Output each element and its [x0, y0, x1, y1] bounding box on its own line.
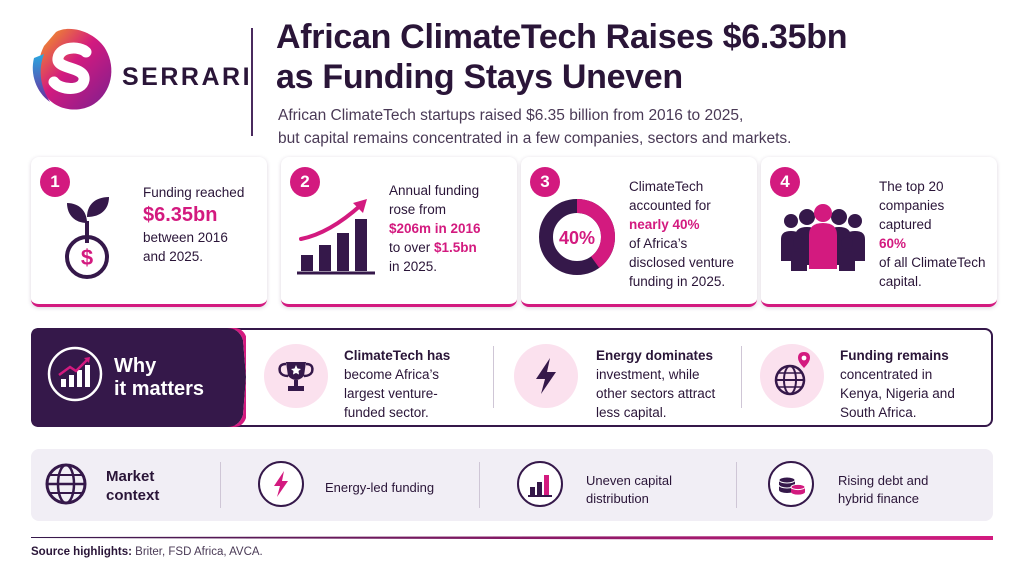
card-2-text: Annual funding rose from $206m in 2016 t… — [389, 181, 481, 276]
donut-label: 40% — [559, 228, 595, 248]
card-4-line: The top 20 — [879, 179, 944, 194]
card-4-line: companies — [879, 198, 945, 213]
why-item-line: concentrated in — [840, 367, 933, 382]
card-2-highlight: $206m in 2016 — [389, 221, 481, 236]
why-title-line: Why — [114, 355, 157, 377]
lightning-icon — [258, 461, 304, 507]
market-item-3: Rising debt and hybrid finance — [838, 472, 928, 508]
card-2-line: to over $1.5bn — [389, 238, 481, 257]
why-item-heading: ClimateTech has — [344, 348, 451, 363]
serrari-logo — [26, 18, 118, 118]
source-text: Briter, FSD Africa, AVCA. — [135, 546, 263, 558]
market-item-line: Rising debt and — [838, 473, 929, 488]
card-1-line: and 2025. — [143, 249, 204, 264]
divider — [479, 462, 480, 508]
page-title: African ClimateTech Raises $6.35bn as Fu… — [276, 17, 847, 97]
card-2-highlight: $1.5bn — [434, 240, 477, 255]
stat-card-2: 2 Annual funding rose from $206m in 2016… — [281, 157, 517, 307]
market-item-line: hybrid finance — [838, 491, 919, 506]
why-item-heading: Energy dominates — [596, 348, 714, 363]
card-2-prefix: to over — [389, 240, 435, 255]
growth-bar-chart-icon — [295, 193, 385, 284]
card-4-highlight: 60% — [879, 236, 907, 251]
card-1-line: Funding reached — [143, 185, 245, 200]
card-3-line: disclosed venture — [629, 255, 735, 270]
card-number-badge: 3 — [530, 167, 560, 197]
lightning-icon — [514, 344, 578, 408]
card-number-badge: 4 — [770, 167, 800, 197]
card-3-line: of Africa’s — [629, 236, 688, 251]
coins-icon — [768, 461, 814, 507]
globe-pin-icon — [760, 344, 824, 408]
card-1-text: Funding reached $6.35bn between 2016 and… — [143, 183, 244, 266]
card-2-line: rose from — [389, 202, 447, 217]
divider — [493, 346, 494, 408]
why-it-matters-banner — [31, 328, 246, 427]
why-item-heading: Funding remains — [840, 348, 949, 363]
card-3-line: accounted for — [629, 198, 711, 213]
card-3-line: ClimateTech — [629, 179, 704, 194]
why-item-line: Kenya, Nigeria and — [840, 386, 955, 401]
market-context-panel — [31, 449, 993, 521]
card-3-highlight: nearly 40% — [629, 217, 700, 232]
why-item-3: Funding remains concentrated in Kenya, N… — [840, 346, 955, 422]
globe-icon — [43, 461, 89, 507]
header-divider — [251, 28, 253, 136]
card-3-text: ClimateTech accounted for nearly 40% of … — [629, 177, 734, 291]
growth-chart-icon — [46, 345, 104, 408]
donut-chart-icon: 40% — [535, 195, 619, 284]
subtitle-line-1: African ClimateTech startups raised $6.3… — [278, 107, 744, 124]
why-item-line: investment, while — [596, 367, 700, 382]
market-item-2: Uneven capital distribution — [586, 472, 672, 508]
why-it-matters-title: Why it matters — [114, 355, 204, 401]
stat-card-4: 4 The top 20 companies captured 60% of a… — [761, 157, 997, 307]
brand-name: SERRARI — [122, 63, 253, 91]
card-2-line: Annual funding — [389, 183, 480, 198]
market-item-line: Energy-led funding — [325, 480, 435, 495]
market-item-1: Energy-led funding — [325, 479, 434, 497]
bar-chart-icon — [517, 461, 563, 507]
card-2-line: in 2025. — [389, 259, 438, 274]
money-plant-icon: $ — [55, 191, 119, 286]
market-context-title: Market context — [106, 467, 159, 505]
why-item-1: ClimateTech has become Africa’s largest … — [344, 346, 450, 422]
trophy-icon — [264, 344, 328, 408]
why-item-2: Energy dominates investment, while other… — [596, 346, 715, 422]
divider — [741, 346, 742, 408]
donut-arc — [539, 199, 615, 275]
divider — [736, 462, 737, 508]
card-4-text: The top 20 companies captured 60% of all… — [879, 177, 986, 291]
subtitle-line-2: but capital remains concentrated in a fe… — [278, 130, 792, 147]
source-note: Source highlights: Briter, FSD Africa, A… — [31, 546, 263, 558]
stat-card-1: 1 $ Funding reached $6.35bn between 2016… — [31, 157, 267, 307]
why-item-line: funded sector. — [344, 405, 429, 420]
card-4-line: of all ClimateTech — [879, 255, 986, 270]
market-title-line: Market — [106, 468, 155, 485]
why-item-line: less capital. — [596, 405, 667, 420]
market-title-line: context — [106, 487, 160, 504]
why-item-line: become Africa’s — [344, 367, 440, 382]
footer-accent-line — [31, 536, 993, 540]
card-4-line: capital. — [879, 274, 922, 289]
svg-text:$: $ — [81, 245, 93, 270]
group-people-icon — [775, 203, 871, 278]
card-1-highlight: $6.35bn — [143, 204, 218, 226]
title-line-1: African ClimateTech Raises $6.35bn — [276, 18, 848, 56]
card-4-line: captured — [879, 217, 932, 232]
card-number-badge: 1 — [40, 167, 70, 197]
why-item-line: South Africa. — [840, 405, 917, 420]
stat-card-3: 3 40% ClimateTech accounted for nearly 4… — [521, 157, 757, 307]
card-1-line: between 2016 — [143, 230, 228, 245]
why-title-line: it matters — [114, 378, 205, 400]
source-label: Source highlights: — [31, 546, 132, 558]
card-3-line: funding in 2025. — [629, 274, 726, 289]
card-number-badge: 2 — [290, 167, 320, 197]
title-line-2: as Funding Stays Uneven — [276, 58, 683, 96]
why-item-line: largest venture- — [344, 386, 438, 401]
why-item-line: other sectors attract — [596, 386, 716, 401]
page-subtitle: African ClimateTech startups raised $6.3… — [278, 104, 791, 150]
market-item-line: Uneven capital — [586, 473, 672, 488]
market-item-line: distribution — [586, 491, 649, 506]
divider — [220, 462, 221, 508]
